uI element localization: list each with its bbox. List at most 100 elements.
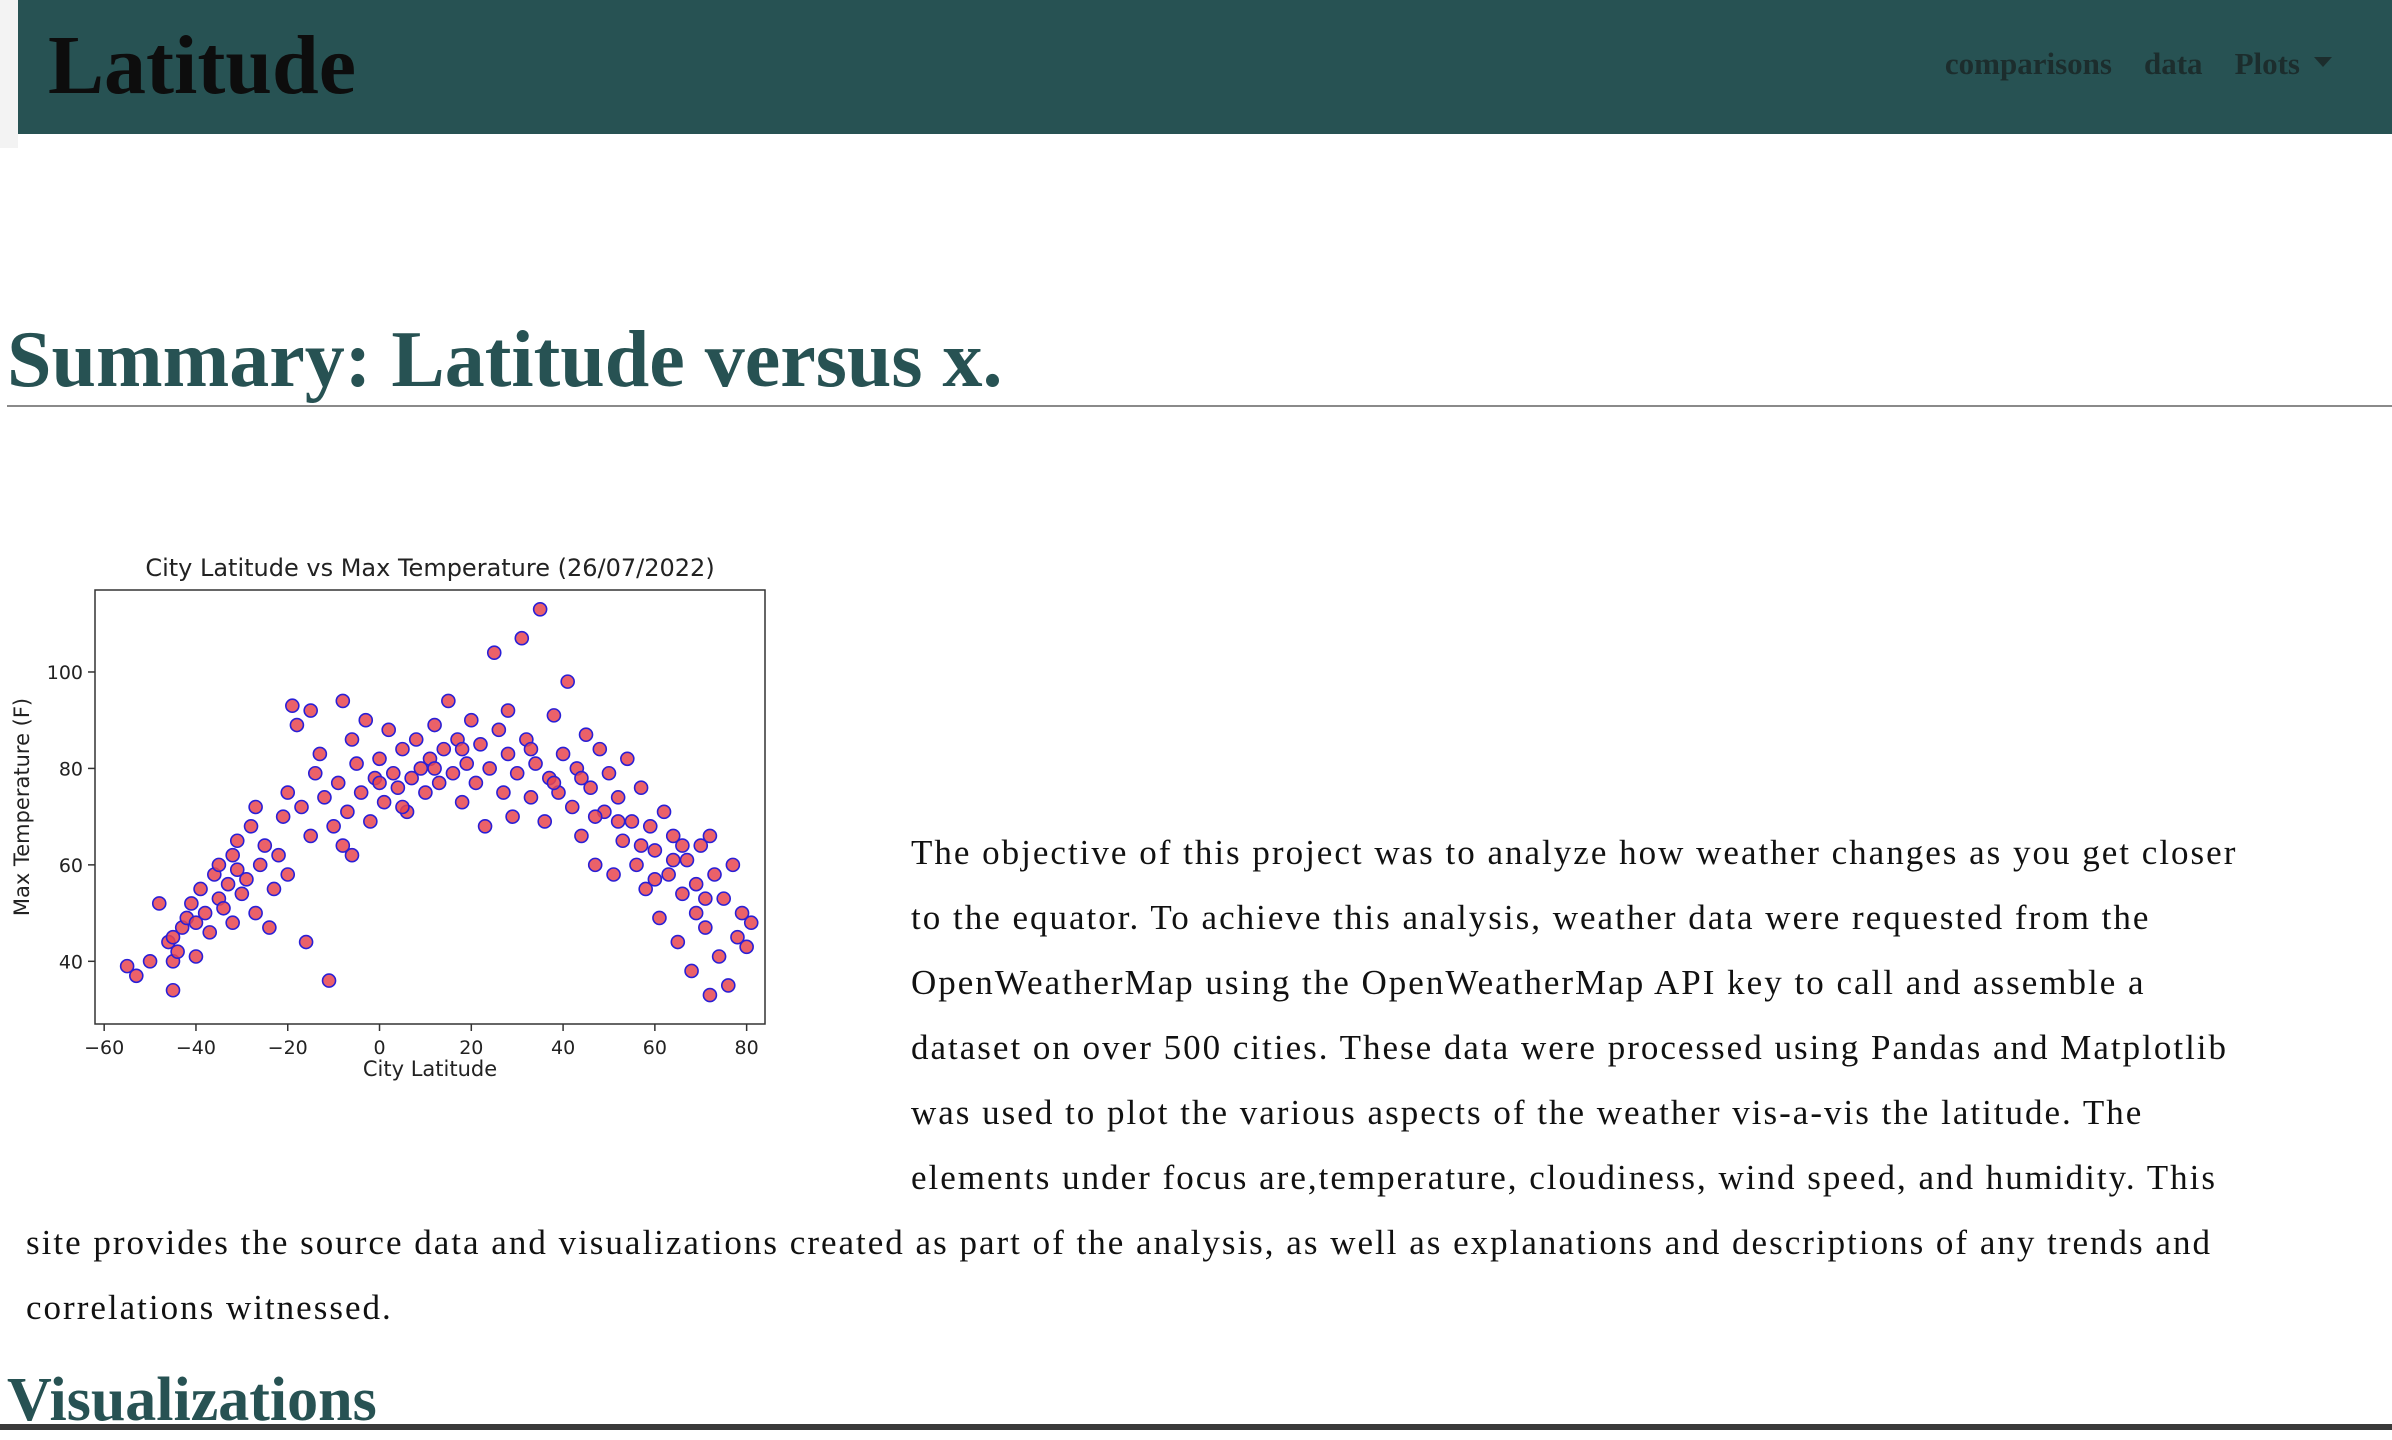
x-tick-label: −60 [84,1037,124,1059]
scatter-point [647,843,663,858]
scatter-point [496,785,511,800]
scatter-point [633,780,649,796]
scatter-point [454,741,470,757]
x-tick-label: 60 [643,1037,667,1059]
scatter-point [514,630,530,646]
nav-dropdown-plots-label: Plots [2234,46,2300,81]
scatter-point [119,958,135,974]
navbar-brand[interactable]: Latitude [48,19,357,112]
y-axis-label: Max Temperature (F) [10,698,34,916]
scatter-point [739,939,754,955]
scatter-point [211,857,227,873]
scatter-point [734,905,750,921]
scatter-point [358,712,374,728]
scatter-point [716,891,731,906]
scatter-point [216,900,231,916]
scatter-point [670,934,686,950]
scatter-point [312,746,328,762]
scatter-point [592,741,608,757]
scatter-point [385,765,401,781]
scatter-point [298,934,314,950]
scatter-point [647,872,663,887]
x-tick-label: 80 [735,1037,759,1059]
scatter-point [486,645,502,660]
chart-svg: City Latitude vs Max Temperature (26/07/… [10,554,766,1081]
scatter-point [441,693,456,709]
nav-link-data[interactable]: data [2143,46,2203,81]
scatter-point [303,828,318,844]
scatter-point [665,828,681,844]
scatter-point [248,905,263,921]
scatter-point [418,785,433,800]
scatter-point [229,862,245,877]
scatter-point [606,867,621,882]
scatter-point [730,929,745,945]
scatter-point [285,698,300,714]
scatter-point [257,838,273,853]
scatter-point [445,765,461,781]
scatter-point [349,756,364,771]
scatter-point [509,765,525,781]
bottom-edge-bar [0,1424,2392,1430]
scatter-point [743,915,759,931]
scatter-point [564,799,580,815]
scatter-point [427,717,442,733]
heading-divider [7,405,2392,407]
scatter-point [294,799,309,815]
x-tick-label: 0 [373,1037,385,1059]
scatter-point [473,737,488,752]
scatter-point [395,799,410,815]
scatter-point [491,722,507,738]
scatter-point [684,963,699,979]
scatter-point [610,790,626,805]
scatter-point [289,717,305,733]
scatter-point [165,982,181,998]
scatter-point [688,876,704,892]
scatter-point [390,780,406,796]
scatter-point [523,790,539,805]
scatter-point [477,818,493,834]
scatter-point [500,703,516,718]
caret-down-icon [2314,57,2332,67]
scatter-point [229,833,245,849]
scatter-point [711,949,727,964]
scatter-point [454,794,470,810]
nav-dropdown-plots[interactable]: Plots [2235,44,2332,84]
scatter-point [170,944,185,959]
scatter-point [376,794,392,810]
scatter-point [188,949,204,964]
scatter-point [202,925,218,940]
scatter-point [601,765,617,781]
scatter-point [340,804,355,820]
chart-float-spacer [26,820,911,1180]
scatter-point [142,954,158,969]
scatter-point [330,775,346,791]
scatter-point [344,732,360,747]
y-tick-label: 40 [59,951,83,973]
scatter-point [574,828,589,844]
scatter-point [335,838,351,853]
scatter-point [239,872,254,887]
scatter-point [615,833,631,849]
x-tick-label: −20 [268,1037,308,1059]
scatter-point [381,722,396,738]
scatter-point [633,838,649,853]
scatter-point [151,896,167,911]
scatter-point [262,920,277,935]
scatter-point [248,799,263,815]
scatter-point [528,756,543,771]
scatter-point [698,891,713,906]
scatter-point [725,857,741,873]
scatter-point [197,905,213,921]
scatter-point [321,973,337,988]
scatter-point [363,814,378,829]
left-edge-strip [0,0,18,148]
scatter-point [638,881,653,897]
nav-link-comparisons[interactable]: comparisons [1944,46,2112,81]
scatter-point [243,818,259,834]
scatter-point [188,915,204,931]
scatter-point [275,809,291,824]
scatter-point [344,847,360,863]
scatter-point [335,693,351,709]
scatter-point [546,708,562,723]
